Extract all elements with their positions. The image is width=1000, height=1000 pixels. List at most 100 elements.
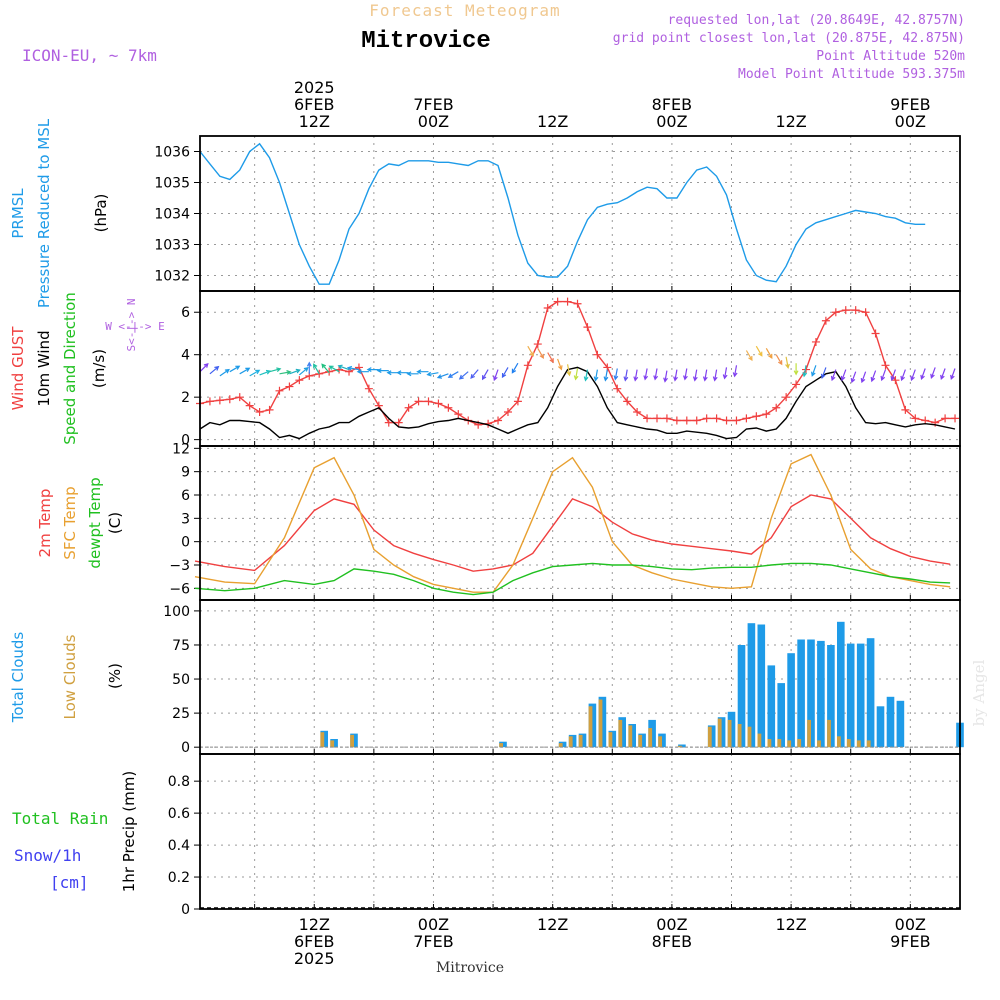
precip-label: [cm] bbox=[50, 873, 89, 892]
gust-marker bbox=[523, 361, 532, 370]
total-cloud-bar bbox=[876, 706, 885, 748]
gust-marker bbox=[623, 397, 632, 406]
gust-marker bbox=[513, 397, 522, 406]
wind-arrow bbox=[566, 364, 572, 377]
wind-arrow bbox=[416, 369, 429, 375]
top-time-label: 12Z bbox=[299, 112, 330, 131]
y-tick-label: 12 bbox=[172, 441, 190, 457]
low-cloud-bar bbox=[856, 740, 861, 748]
low-cloud-bar bbox=[558, 743, 563, 748]
gust-marker bbox=[215, 396, 224, 405]
gust-marker bbox=[951, 414, 960, 423]
top-time-label: 8FEB bbox=[652, 95, 692, 114]
wind-arrow bbox=[583, 369, 589, 382]
gust-marker bbox=[454, 410, 463, 419]
gust-marker bbox=[533, 340, 542, 349]
footer-location: Mitrovice bbox=[436, 960, 504, 976]
total-cloud-bar bbox=[846, 643, 855, 748]
total-cloud-bar bbox=[866, 638, 875, 748]
gust-marker bbox=[553, 297, 562, 306]
panel-frame bbox=[199, 753, 961, 910]
bottom-time-label: 12Z bbox=[775, 915, 806, 934]
gust-marker bbox=[652, 414, 661, 423]
wind-arrow bbox=[209, 365, 220, 375]
bottom-time-label: 12Z bbox=[537, 915, 568, 934]
series-dewpt bbox=[194, 562, 951, 596]
low-cloud-bar bbox=[658, 736, 662, 748]
top-time-label: 12Z bbox=[775, 112, 806, 131]
low-cloud-bar bbox=[827, 719, 831, 748]
total-cloud-bar bbox=[797, 639, 805, 748]
gust-marker bbox=[205, 397, 214, 406]
gust-marker bbox=[255, 408, 264, 417]
gust-marker bbox=[384, 418, 393, 427]
wind-arrow bbox=[755, 345, 763, 357]
total-cloud-bar bbox=[896, 700, 905, 748]
gust-marker bbox=[364, 384, 373, 393]
panel-label: Pressure Reduced to MSL bbox=[35, 118, 53, 308]
wind-arrow bbox=[306, 361, 312, 374]
wind-arrow bbox=[613, 368, 619, 381]
y-tick-label: 3 bbox=[181, 511, 190, 527]
panel-label: Wind GUST bbox=[9, 326, 27, 411]
y-tick-label: −6 bbox=[169, 581, 190, 597]
gust-marker bbox=[831, 308, 840, 317]
compass-vertical: S<-|-> N bbox=[125, 299, 138, 352]
wind-arrow bbox=[289, 368, 301, 375]
wind-arrow bbox=[732, 365, 738, 378]
wind-arrow bbox=[346, 365, 360, 371]
y-tick-label: 25 bbox=[172, 706, 190, 722]
gust-marker bbox=[424, 397, 433, 406]
gust-marker bbox=[712, 414, 721, 423]
panel-label: SFC Temp bbox=[61, 486, 79, 559]
total-cloud-bar bbox=[886, 696, 895, 748]
wind-arrow bbox=[396, 370, 409, 376]
low-cloud-bar bbox=[777, 739, 782, 748]
low-cloud-bar bbox=[320, 732, 325, 748]
gust-marker bbox=[772, 403, 781, 412]
wind-arrow bbox=[313, 363, 320, 375]
wind-arrow bbox=[765, 348, 773, 359]
y-tick-label: 1033 bbox=[154, 238, 190, 254]
low-cloud-bar bbox=[747, 726, 752, 748]
gust-marker bbox=[494, 416, 503, 425]
gust-marker bbox=[881, 361, 890, 370]
low-cloud-bar bbox=[598, 699, 603, 748]
gust-marker bbox=[414, 397, 423, 406]
top-time-label: 00Z bbox=[895, 112, 926, 131]
wind-arrow bbox=[436, 373, 449, 379]
y-tick-label: −3 bbox=[169, 558, 190, 574]
header: Forecast Meteogram Mitrovice ICON-EU, ~ … bbox=[22, 1, 965, 82]
wind-arrow bbox=[653, 368, 659, 381]
wind-arrow bbox=[900, 369, 906, 382]
bottom-time-label: 00Z bbox=[418, 915, 449, 934]
bottom-time-label: 00Z bbox=[895, 915, 926, 934]
wind-arrows bbox=[199, 345, 956, 384]
wind-arrow bbox=[239, 367, 251, 375]
unit-label: (m/s) bbox=[90, 349, 108, 388]
unit-label: (C) bbox=[106, 512, 124, 534]
low-cloud-bar bbox=[588, 706, 593, 748]
y-tick-label: 0.4 bbox=[168, 838, 190, 854]
compass-horizontal: W <-|-> E bbox=[105, 320, 165, 333]
gust-marker bbox=[444, 403, 453, 412]
wind-arrow bbox=[328, 365, 340, 373]
wind-arrow bbox=[593, 369, 599, 382]
bottom-time-label: 12Z bbox=[299, 915, 330, 934]
wind-arrow bbox=[458, 371, 469, 380]
gust-marker bbox=[593, 350, 602, 359]
model-label: ICON-EU, ~ 7km bbox=[22, 46, 157, 65]
gust-marker bbox=[394, 418, 403, 427]
y-tick-label: 75 bbox=[172, 638, 190, 654]
wind-arrow bbox=[481, 369, 489, 381]
wind-arrow bbox=[793, 363, 799, 376]
low-cloud-bar bbox=[837, 736, 841, 748]
unit-label: (hPa) bbox=[92, 194, 110, 233]
total-cloud-bar bbox=[767, 665, 776, 748]
gust-marker bbox=[583, 323, 592, 332]
bottom-time-label: 00Z bbox=[656, 915, 687, 934]
y-tick-label: 50 bbox=[172, 672, 190, 688]
panel-temperature: −6 −3 0 3 6 9 12 2m Temp SFC Temp dewpt Temp (C) bbox=[36, 441, 961, 601]
wind-arrow bbox=[493, 369, 499, 382]
